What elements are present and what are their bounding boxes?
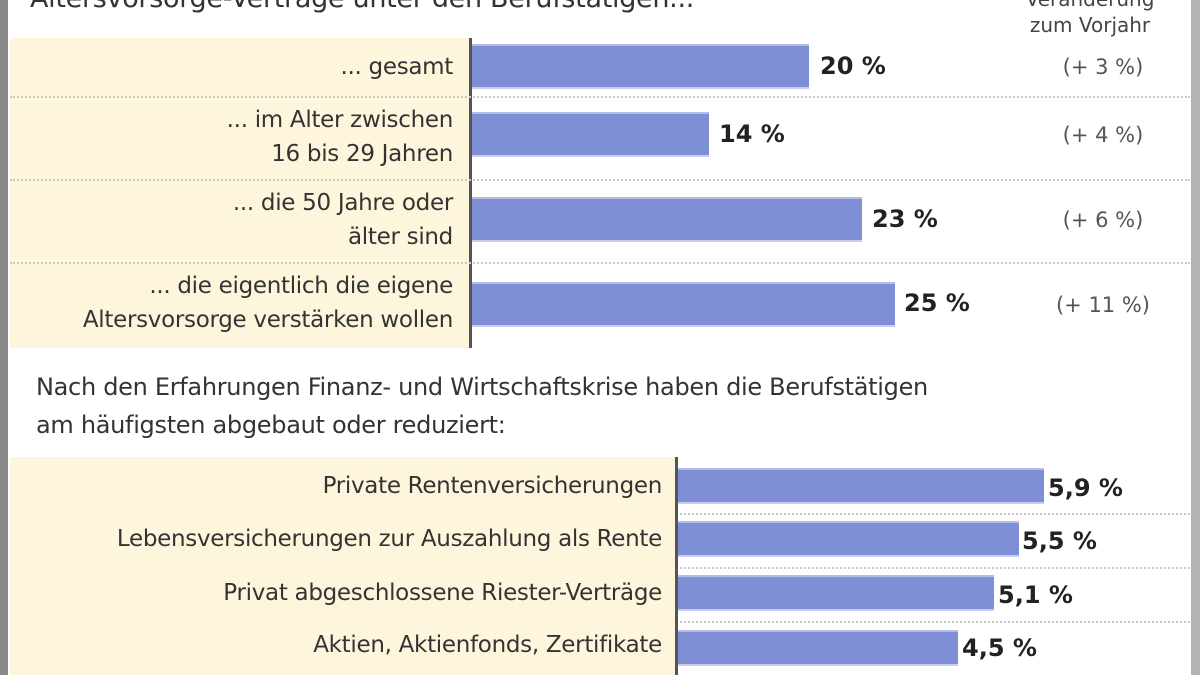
row-label-line1: ... im Alter zwischen bbox=[226, 107, 454, 133]
chart2-row-label: Lebensversicherungen zur Auszahlung als … bbox=[116, 526, 662, 552]
chart1-row-label: ... im Alter zwischen 16 bis 29 Jahren bbox=[10, 103, 454, 171]
row-label-line2: 16 bis 29 Jahren bbox=[271, 141, 453, 167]
row-separator bbox=[680, 567, 1190, 569]
chart2-subtitle-line2: am häufigsten abgebaut oder reduziert: bbox=[36, 411, 506, 439]
change-header-line1: Veränderung bbox=[1010, 0, 1170, 12]
chart2-bar bbox=[678, 468, 1044, 504]
row-separator bbox=[10, 96, 1190, 98]
chart1-bar bbox=[472, 197, 862, 242]
row-separator bbox=[680, 513, 1190, 515]
chart1-row-label: ... die 50 Jahre oder älter sind bbox=[10, 186, 453, 254]
chart2-subtitle: Nach den Erfahrungen Finanz- und Wirtsch… bbox=[36, 368, 928, 444]
row-label-line1: ... die 50 Jahre oder bbox=[232, 190, 453, 216]
chart1-change: (+ 6 %) bbox=[1062, 208, 1144, 232]
chart2-value: 4,5 % bbox=[962, 634, 1037, 662]
chart1-axis bbox=[469, 38, 472, 348]
row-separator bbox=[680, 621, 1190, 623]
chart2-value: 5,1 % bbox=[998, 581, 1073, 609]
row-label-line1: ... die eigentlich die eigene bbox=[149, 273, 453, 299]
row-separator bbox=[10, 179, 1190, 181]
row-separator bbox=[10, 262, 1190, 264]
row-label-line2: älter sind bbox=[348, 224, 453, 250]
chart2-label-panel bbox=[10, 457, 677, 675]
row-label-text: ... gesamt bbox=[340, 54, 454, 80]
chart1-title: Altersvorsorge-Verträge unter den Berufs… bbox=[30, 0, 694, 14]
chart2-bar bbox=[678, 575, 994, 611]
chart1-label-panel bbox=[10, 38, 470, 348]
row-label-line2: Altersvorsorge verstärken wollen bbox=[82, 307, 453, 333]
chart1-value: 14 % bbox=[719, 120, 785, 148]
change-header-line2: zum Vorjahr bbox=[1029, 13, 1151, 37]
chart2-row-label: Privat abgeschlossene Riester-Verträge bbox=[223, 580, 662, 606]
chart2-bar bbox=[678, 630, 958, 666]
chart1-bar bbox=[472, 282, 895, 327]
chart1-value: 23 % bbox=[872, 205, 938, 233]
chart1-value: 20 % bbox=[820, 52, 886, 80]
chart1-row-label: ... die eigentlich die eigene Altersvors… bbox=[10, 269, 453, 337]
frame-border-right bbox=[1191, 0, 1200, 675]
chart1-row-label: ... gesamt bbox=[10, 50, 454, 84]
chart1-change: (+ 3 %) bbox=[1062, 55, 1144, 79]
chart2-value: 5,9 % bbox=[1048, 474, 1123, 502]
chart2-value: 5,5 % bbox=[1022, 527, 1097, 555]
chart2-row-label: Aktien, Aktienfonds, Zertifikate bbox=[313, 632, 662, 658]
chart2-axis bbox=[675, 457, 678, 675]
chart1-bar bbox=[472, 44, 809, 89]
frame-border-left bbox=[0, 0, 8, 675]
chart1-change: (+ 4 %) bbox=[1062, 123, 1144, 147]
chart1-value: 25 % bbox=[904, 289, 970, 317]
chart2-bar bbox=[678, 521, 1019, 557]
chart2-subtitle-line1: Nach den Erfahrungen Finanz- und Wirtsch… bbox=[36, 373, 928, 401]
chart2-row-label: Private Rentenversicherungen bbox=[322, 473, 663, 499]
chart1-change: (+ 11 %) bbox=[1055, 293, 1150, 317]
chart1-bar bbox=[472, 112, 709, 157]
